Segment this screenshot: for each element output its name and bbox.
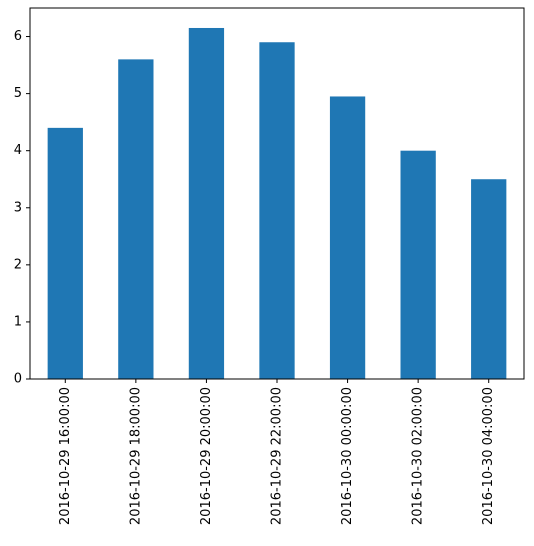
- bar-2: [188, 27, 225, 379]
- y-axis: 0 1 2 3 4 5 6: [14, 29, 30, 387]
- x-tick-label-0: 2016-10-29 16:00:00: [58, 387, 73, 525]
- bar-6: [471, 179, 507, 379]
- x-tick-label-4: 2016-10-30 00:00:00: [340, 387, 355, 525]
- y-tick-label-2: 2: [14, 257, 22, 272]
- x-tick-label-1: 2016-10-29 18:00:00: [128, 387, 143, 525]
- y-tick-label-5: 5: [14, 86, 22, 101]
- bar-3: [259, 42, 295, 379]
- plot-frame: [29, 7, 525, 380]
- bars-group: [47, 27, 507, 379]
- bar-1: [118, 59, 154, 379]
- x-tick-label-3: 2016-10-29 22:00:00: [270, 387, 285, 525]
- y-tick-label-1: 1: [14, 314, 22, 329]
- y-tick-label-4: 4: [14, 143, 22, 158]
- y-tick-label-3: 3: [14, 200, 22, 215]
- bar-0: [47, 127, 83, 379]
- y-tick-label-0: 0: [14, 372, 22, 387]
- bar-5: [400, 150, 436, 379]
- x-tick-label-6: 2016-10-30 04:00:00: [481, 387, 496, 525]
- x-axis: 2016-10-29 16:00:00 2016-10-29 18:00:00 20…: [58, 379, 496, 525]
- x-tick-label-5: 2016-10-30 02:00:00: [411, 387, 426, 525]
- y-tick-label-6: 6: [14, 29, 22, 44]
- bar-4: [329, 96, 366, 379]
- x-tick-label-2: 2016-10-29 20:00:00: [199, 387, 214, 525]
